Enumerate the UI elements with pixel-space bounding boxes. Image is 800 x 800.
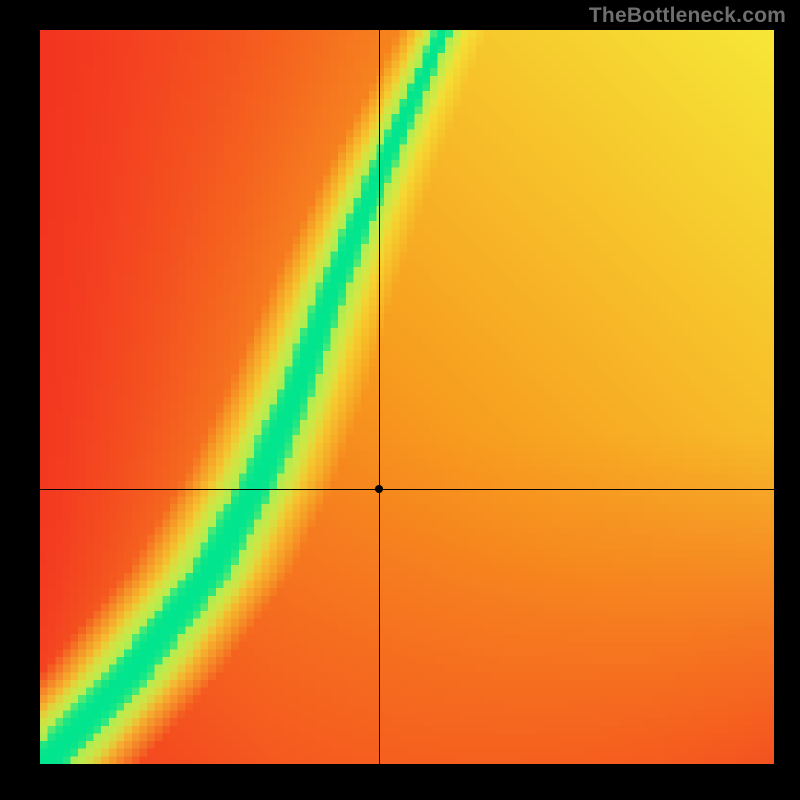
crosshair-horizontal [40, 489, 774, 490]
heatmap-canvas [40, 30, 774, 764]
watermark-text: TheBottleneck.com [589, 4, 786, 28]
root: { "watermark": { "text": "TheBottleneck.… [0, 0, 800, 800]
crosshair-vertical [379, 30, 380, 764]
crosshair-dot [375, 485, 383, 493]
plot-area [40, 30, 774, 764]
